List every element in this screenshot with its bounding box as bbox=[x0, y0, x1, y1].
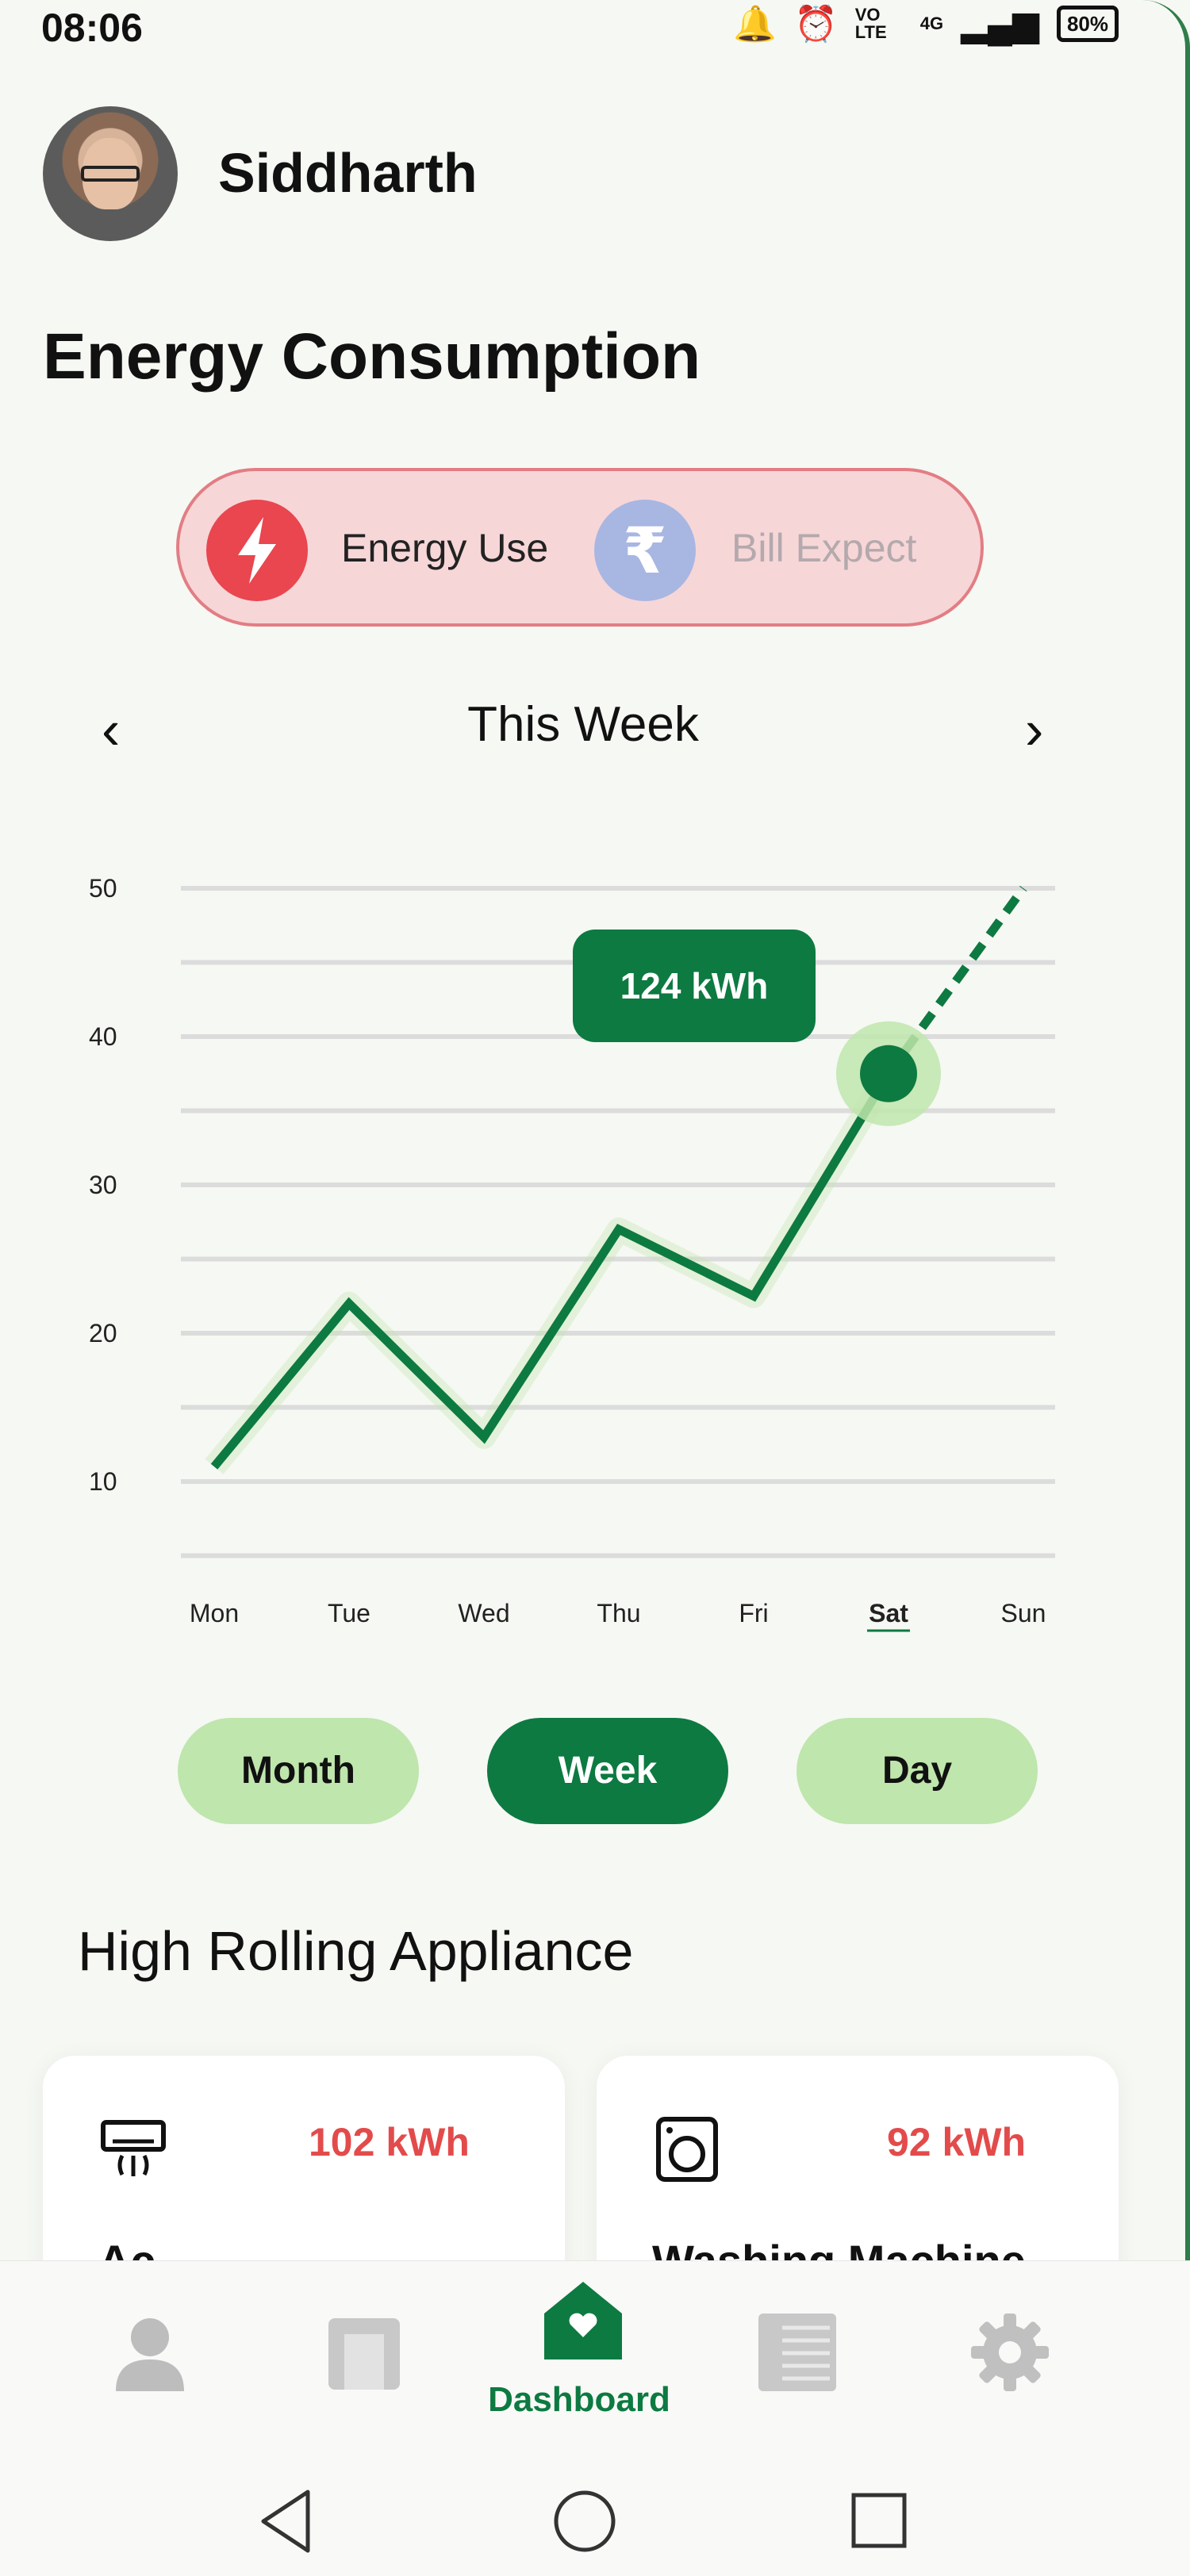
bill-expect-label[interactable]: Bill Expect bbox=[731, 526, 917, 570]
status-icons: 🔔 ⏰ VO LTE 4G ▂▄▆ 80% bbox=[733, 3, 1119, 44]
volte-label: VO LTE bbox=[854, 5, 887, 42]
month-button[interactable]: Month bbox=[178, 1718, 419, 1824]
section-title: High Rolling Appliance bbox=[78, 1920, 634, 1982]
x-tick-label: Wed bbox=[458, 1599, 509, 1627]
energy-bill-toggle: Energy Use ₹ Bill Expect bbox=[176, 468, 984, 627]
chevron-left-icon[interactable]: ‹ bbox=[102, 699, 121, 761]
y-tick-label: 50 bbox=[89, 874, 117, 903]
system-nav-bar bbox=[0, 2467, 1190, 2576]
bill-expect-option[interactable]: ₹ bbox=[594, 500, 696, 601]
avatar-face bbox=[83, 138, 138, 209]
network-type: 4G bbox=[919, 13, 944, 33]
series-line bbox=[210, 1071, 892, 1470]
avatar-glasses bbox=[81, 166, 140, 182]
day-button[interactable]: Day bbox=[797, 1718, 1038, 1824]
y-tick-label: 20 bbox=[89, 1319, 117, 1347]
devices-icon[interactable] bbox=[322, 2309, 409, 2396]
user-name: Siddharth bbox=[218, 142, 478, 204]
recents-icon[interactable] bbox=[847, 2489, 911, 2552]
back-icon[interactable] bbox=[255, 2486, 319, 2557]
lightning-icon bbox=[238, 517, 276, 584]
settings-icon[interactable] bbox=[966, 2309, 1054, 2396]
alarm-bell-icon: 🔔 bbox=[733, 5, 777, 44]
appliance-kwh: 102 kWh bbox=[309, 2120, 470, 2164]
air-conditioner-icon bbox=[101, 2120, 166, 2176]
value-tooltip: 124 kWh bbox=[573, 930, 816, 1042]
x-tick-label: Thu bbox=[597, 1599, 640, 1627]
home-icon[interactable] bbox=[549, 2486, 620, 2557]
x-tick-label: Mon bbox=[190, 1599, 239, 1627]
x-tick-label: Sun bbox=[1001, 1599, 1046, 1627]
status-bar: 08:06 🔔 ⏰ VO LTE 4G ▂▄▆ 80% bbox=[0, 0, 1190, 63]
svg-text:₹: ₹ bbox=[623, 514, 667, 588]
washing-machine-icon bbox=[656, 2117, 718, 2182]
battery-indicator: 80% bbox=[1056, 6, 1119, 42]
dashboard-label[interactable]: Dashboard bbox=[488, 2380, 670, 2419]
avatar[interactable] bbox=[43, 106, 178, 241]
y-tick-label: 40 bbox=[89, 1022, 117, 1051]
rupee-icon: ₹ bbox=[623, 514, 667, 588]
x-tick-label: Fri bbox=[739, 1599, 768, 1627]
y-tick-label: 30 bbox=[89, 1171, 117, 1199]
x-tick-label: Tue bbox=[328, 1599, 370, 1627]
chevron-right-icon[interactable]: › bbox=[1025, 699, 1044, 761]
week-button[interactable]: Week bbox=[487, 1718, 728, 1824]
alarm-clock-icon: ⏰ bbox=[793, 5, 838, 44]
appliance-kwh: 92 kWh bbox=[887, 2120, 1027, 2164]
page-title: Energy Consumption bbox=[43, 320, 701, 393]
signal-icon: ▂▄▆ bbox=[961, 4, 1039, 44]
status-time: 08:06 bbox=[41, 6, 143, 50]
bottom-nav: Dashboard bbox=[0, 2260, 1190, 2467]
energy-use-label[interactable]: Energy Use bbox=[341, 526, 549, 570]
period-label: This Week bbox=[467, 697, 699, 752]
highlight-point bbox=[860, 1045, 917, 1102]
dashboard-icon[interactable] bbox=[539, 2277, 627, 2364]
profile-icon[interactable] bbox=[106, 2309, 194, 2396]
reports-icon[interactable] bbox=[754, 2309, 841, 2396]
x-tick-label: Sat bbox=[869, 1599, 908, 1627]
y-tick-label: 10 bbox=[89, 1467, 117, 1496]
energy-use-option[interactable] bbox=[206, 500, 308, 601]
